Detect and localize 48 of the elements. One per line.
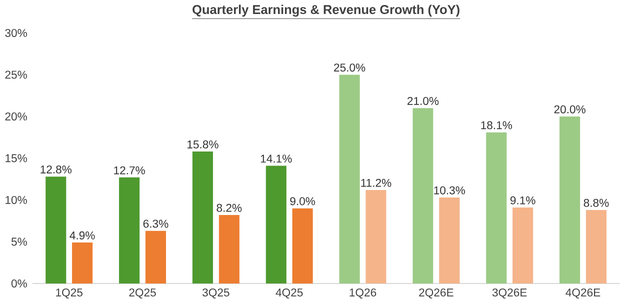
x-tick-label: 2Q26E [419,288,454,298]
data-label: 15.8% [188,140,218,148]
bar [586,210,606,284]
data-label: 9.0% [290,197,316,206]
bar [72,242,93,284]
y-tick-label: 30% [5,28,27,37]
data-label: 21.0% [407,96,439,105]
bar [266,166,286,284]
x-tick-label: 3Q26E [492,288,527,298]
data-label: 18.1% [481,121,512,130]
data-label: 8.2% [216,204,242,212]
data-label: 12.7% [114,166,145,174]
y-tick-label: 5% [11,238,27,246]
bar [145,230,166,284]
data-label: 25.0% [334,63,366,72]
y-tick-label: 25% [5,70,27,79]
x-tick-label: 3Q25 [202,288,230,298]
data-label: 4.9% [70,231,95,240]
bar [46,176,66,284]
bar [292,208,313,284]
data-label: 9.1% [510,196,536,204]
bar [560,116,580,284]
bar [339,74,360,284]
data-label: 8.8% [584,198,609,207]
x-tick-label: 4Q26E [566,288,600,298]
chart-title: Quarterly Earnings & Revenue Growth (YoY) [192,4,460,17]
y-tick-label: 10% [6,196,27,204]
y-tick-label: 0% [11,279,27,288]
x-tick-label: 4Q25 [276,288,303,298]
bar [218,214,240,284]
bar [512,207,534,284]
y-tick-label: 15% [6,154,27,162]
data-label: 12.8% [40,165,72,174]
bar [412,108,434,284]
bar [439,197,460,284]
data-label: 11.2% [361,178,392,187]
x-tick-label: 1Q26 [350,288,376,298]
data-label: 14.1% [260,154,292,163]
y-tick-label: 20% [5,112,27,120]
bar [119,177,140,284]
data-label: 20.0% [554,105,586,114]
x-tick-label: 2Q25 [129,288,156,298]
bar [192,151,213,284]
data-label: 6.3% [143,220,168,228]
bar [486,132,507,284]
data-label: 10.3% [434,186,466,194]
x-tick-label: 1Q25 [56,288,82,298]
bar [366,190,386,284]
